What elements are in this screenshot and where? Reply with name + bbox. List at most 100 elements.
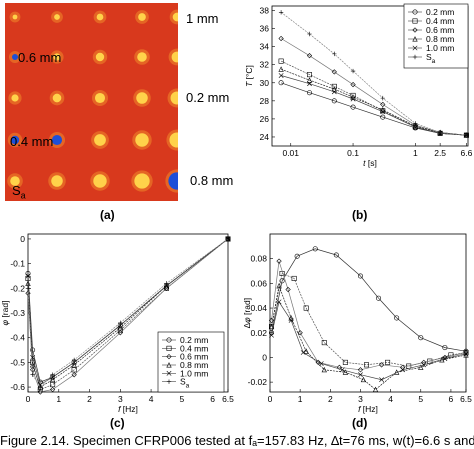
chart-c-phase: 0 1 2 3 4 5 6 6.5 0 -0.1 -0.2 -0.3 -0.4 -0.5 -0.6 f [Hz…: [0, 233, 234, 414]
data-point: [49, 376, 56, 383]
series-line: [27, 238, 229, 388]
series-0-2-mm: [268, 258, 469, 373]
defect-spot: [135, 133, 149, 147]
data-point: [331, 83, 337, 89]
legend-marker: [166, 354, 172, 360]
data-point: [339, 367, 345, 373]
series-line: [271, 301, 467, 381]
y-tick-label: 30: [260, 78, 270, 88]
series-line: [280, 12, 467, 136]
data-point: [71, 357, 77, 363]
data-point: [49, 386, 56, 393]
x-tick-label: 3: [118, 394, 123, 404]
defect-spot: [52, 93, 62, 103]
data-point: [117, 330, 123, 336]
defect-spot: [172, 12, 178, 22]
data-point: [278, 80, 284, 86]
data-point: [25, 290, 31, 296]
data-point: [342, 359, 348, 365]
x-tick-label: 0: [268, 394, 273, 404]
defect-spot: [10, 176, 20, 186]
x-tick-label: 6: [449, 394, 454, 404]
y-tick-label: -0.4: [10, 333, 25, 343]
sound-area-letter: S: [12, 183, 21, 198]
series-s: [25, 236, 231, 390]
data-point: [50, 374, 56, 380]
data-point: [400, 367, 406, 373]
y-axis-symbol: φ: [0, 319, 10, 325]
data-point: [357, 273, 363, 279]
data-point: [50, 382, 56, 388]
y-axis-label: ∆φ [rad]: [242, 298, 252, 328]
legend-entry: 1.0 mm: [180, 368, 208, 378]
legend-entry: 0.2 mm: [180, 335, 208, 345]
data-point: [379, 377, 384, 383]
y-axis-symbol: T: [244, 81, 254, 87]
legend-marker: [166, 345, 172, 351]
y-tick-label: -0.3: [10, 308, 25, 318]
data-point: [437, 130, 443, 135]
legend-entry: 1.0 mm: [426, 43, 454, 53]
legend-entry: 0.4 mm: [426, 16, 454, 26]
data-point: [71, 372, 77, 378]
data-point: [350, 96, 356, 102]
y-tick-label: 32: [260, 60, 270, 70]
data-point: [71, 367, 77, 373]
plot-frame: [269, 233, 467, 393]
data-point: [418, 335, 424, 341]
data-point: [291, 275, 297, 281]
data-point: [288, 317, 294, 323]
x-tick-label: 3: [358, 394, 363, 404]
data-point: [303, 305, 309, 311]
data-point: [307, 90, 313, 96]
series-line: [271, 284, 467, 390]
y-tick-label: -0.1: [10, 259, 25, 269]
x-axis-unit: [Hz]: [120, 404, 137, 414]
data-point: [297, 330, 303, 336]
x-axis-label: f [Hz]: [118, 404, 138, 414]
legend-entry: 0.8 mm: [180, 360, 208, 370]
data-point: [306, 53, 313, 59]
data-point: [380, 114, 386, 120]
defect-spot: [94, 92, 106, 104]
legend-entry: 0.4 mm: [180, 343, 208, 353]
legend-marker: [412, 36, 418, 42]
series-line: [280, 68, 467, 136]
y-axis-symbol: ∆φ: [242, 317, 252, 328]
data-point: [333, 252, 339, 258]
thermogram-image: [5, 3, 178, 201]
y-axis-label: T [°C]: [244, 65, 254, 87]
data-point: [380, 95, 385, 101]
defect-spot: [171, 51, 178, 63]
defect-spot: [51, 134, 63, 146]
data-point: [278, 73, 284, 78]
data-point: [331, 86, 337, 92]
defect-spot: [11, 94, 19, 102]
data-point: [464, 132, 469, 138]
legend-entry: Sa: [180, 377, 190, 390]
x-tick-label: 1: [298, 394, 303, 404]
data-point: [30, 355, 36, 360]
data-point: [278, 58, 284, 64]
data-point: [278, 66, 284, 72]
legend-entry-subscript: a: [186, 383, 190, 390]
x-tick-label: 2: [328, 394, 333, 404]
data-point: [412, 124, 418, 130]
data-point: [285, 286, 291, 293]
data-point: [318, 361, 324, 367]
data-point: [71, 361, 77, 368]
y-axis-unit: [rad]: [242, 298, 252, 317]
legend-entry-subscript: a: [432, 58, 436, 65]
legend-marker: [166, 337, 172, 343]
panel-label-c: (c): [110, 416, 125, 430]
series-line: [271, 273, 467, 367]
legend-entry: 0.8 mm: [426, 34, 454, 44]
data-point: [413, 121, 418, 126]
y-axis-label: φ [rad]: [0, 301, 10, 326]
data-point: [37, 389, 43, 395]
data-point: [25, 280, 31, 286]
data-point: [279, 278, 285, 284]
data-point: [350, 68, 356, 74]
legend-marker: [412, 9, 418, 15]
defect-spot: [169, 132, 178, 148]
